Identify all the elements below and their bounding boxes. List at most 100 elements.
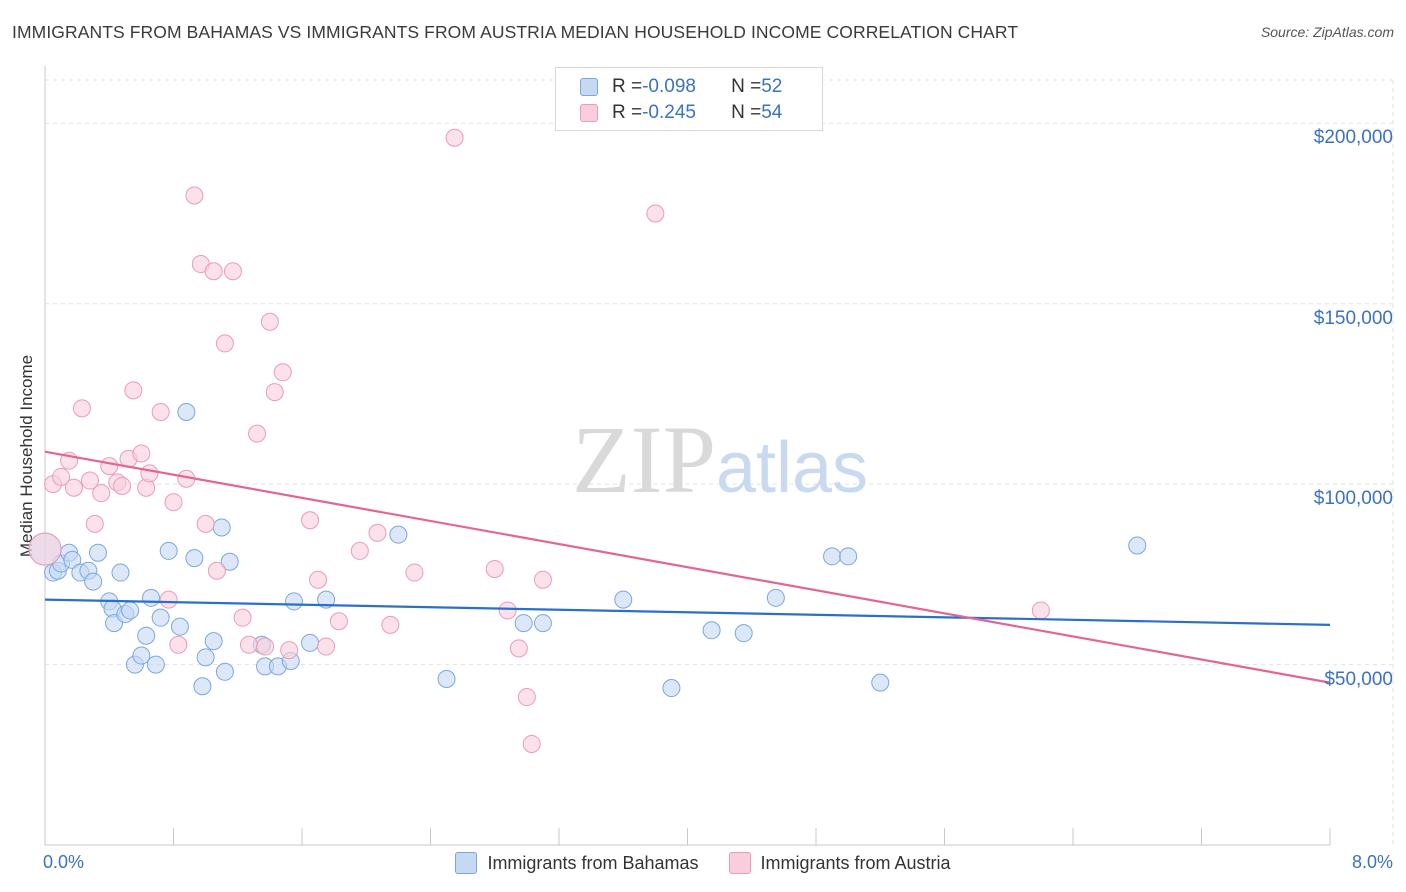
austria-point [159,590,178,609]
austria-point [215,334,234,353]
austria-point [233,608,252,627]
watermark: ZIPatlas [572,406,868,513]
stats-row-austria: R = -0.245 N = 54 [580,101,782,125]
austria-legend-swatch [728,852,751,874]
austria-point [207,561,226,580]
austria-point [80,471,99,490]
bahamas-point [437,670,456,689]
y-tick-label: $200,000 [1313,127,1393,149]
austria-point [301,511,320,530]
bahamas-point [702,621,721,640]
r-label: R = [612,76,643,97]
bahamas-point [215,662,234,681]
bahamas-point [614,590,633,609]
austria-point [368,523,387,542]
bahamas-point [220,552,239,571]
austria-point [329,612,348,631]
austria-point [522,734,541,753]
austria-point [151,402,170,421]
austria-point [204,262,223,281]
bahamas-point [146,655,165,674]
r-label: R = [612,102,643,123]
bahamas-point [142,588,161,607]
legend-label-austria: Immigrants from Austria [760,852,951,873]
austria-point [317,637,336,656]
austria-point [381,615,400,634]
bahamas-point [389,525,408,544]
bahamas-trend-line [44,598,1331,626]
n-value: 52 [761,76,783,97]
x-tick-min: 0.0% [43,852,85,872]
bahamas-point [839,547,858,566]
austria-point [132,444,151,463]
austria-point [239,635,258,654]
bahamas-point [317,590,336,609]
bahamas-point [185,549,204,568]
bahamas-point [159,541,178,560]
bahamas-point [284,592,303,611]
bahamas-point [204,632,223,651]
austria-point [169,635,188,654]
x-tick-max: 8.0% [1351,852,1393,872]
austria-point [196,514,215,533]
bahamas-point [533,614,552,633]
source-note: Source: ZipAtlas.com [1260,24,1394,40]
austria-point [92,484,111,503]
r-value: -0.098 [642,76,696,97]
bahamas-point [1128,536,1147,555]
bahamas-legend-swatch [455,852,478,874]
bahamas-point [196,648,215,667]
bahamas-point [121,601,140,620]
bahamas-point [84,572,103,591]
austria-point [52,467,71,486]
bahamas-point [89,543,108,562]
austria-point [223,262,242,281]
bahamas-point [177,402,196,421]
austria-point [248,424,267,443]
axes [44,66,1331,846]
bahamas-point [111,563,130,582]
r-value: -0.245 [642,102,696,123]
austria-point [100,457,119,476]
austria-point [113,476,132,495]
austria-point [498,601,517,620]
trend-lines [44,450,1331,684]
austria-point [273,363,292,382]
stats-row-bahamas: R = -0.098 N = 52 [580,75,782,99]
y-tick-label: $100,000 [1313,488,1393,510]
y-tick-label: $150,000 [1313,307,1393,329]
austria-point [64,478,83,497]
austria-point [164,493,183,512]
n-label: N = [731,102,762,123]
austria-point [445,128,464,147]
bahamas-point [662,679,681,698]
bahamas-swatch [580,78,598,96]
bahamas-point [132,646,151,665]
bahamas-point [823,547,842,566]
austria-point [309,570,328,589]
legend-item-bahamas[interactable]: Immigrants from Bahamas [455,852,699,874]
austria-point [185,186,204,205]
austria-point [485,559,504,578]
austria-point [646,204,665,223]
legend-item-austria[interactable]: Immigrants from Austria [728,852,951,874]
austria-point [260,312,279,331]
bahamas-point [193,677,212,696]
bahamas-point [63,550,82,569]
legend-label-bahamas: Immigrants from Bahamas [487,852,699,873]
austria-swatch [580,104,598,122]
austria-point [140,464,159,483]
series-legend: Immigrants from Bahamas Immigrants from … [0,852,1406,874]
bahamas-point [301,633,320,652]
bahamas-point [871,673,890,692]
austria-point [533,570,552,589]
austria-point [85,514,104,533]
bahamas-point [514,614,533,633]
bahamas-point [137,626,156,645]
austria-point [1031,601,1050,620]
austria-point [405,563,424,582]
chart-title: IMMIGRANTS FROM BAHAMAS VS IMMIGRANTS FR… [12,22,1019,42]
bahamas-point [734,624,753,643]
austria-point [265,383,284,402]
